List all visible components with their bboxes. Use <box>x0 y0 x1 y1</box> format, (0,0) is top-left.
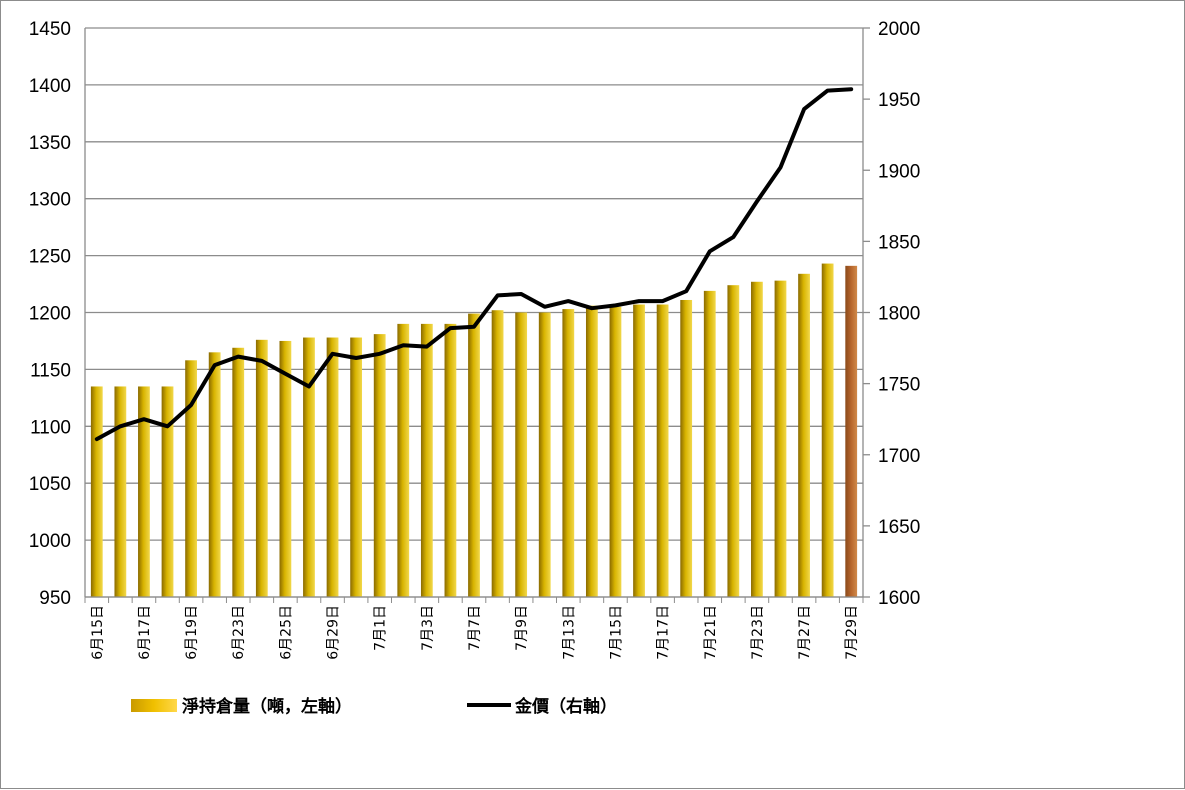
holdings-bar <box>373 334 386 597</box>
y-left-tick-label: 1400 <box>29 76 71 97</box>
holdings-bar <box>845 265 858 597</box>
holdings-bar <box>609 306 622 597</box>
holdings-bar <box>326 337 339 597</box>
holdings-bar <box>491 310 504 597</box>
holdings-bar <box>703 290 716 597</box>
gold-price-line <box>94 87 854 442</box>
holdings-bar <box>751 281 763 597</box>
holdings-bar <box>255 339 268 597</box>
holdings-bar <box>114 386 127 597</box>
y-right-tick-label: 1900 <box>878 161 920 182</box>
x-tick-label: 7月13日 <box>561 605 577 660</box>
holdings-bar <box>656 304 669 597</box>
holdings-bar <box>538 312 551 597</box>
holdings-bar <box>350 337 363 597</box>
x-tick-label: 7月9日 <box>514 605 530 651</box>
holdings-bar <box>562 309 575 597</box>
y-left-tick-label: 1050 <box>29 474 71 495</box>
holdings-bar <box>90 386 103 597</box>
y-left-tick-label: 1200 <box>29 304 71 325</box>
y-right-tick-label: 1950 <box>878 90 920 111</box>
x-tick-label: 7月1日 <box>373 605 389 651</box>
holdings-bar <box>585 305 598 597</box>
y-right-tick-label: 1700 <box>878 446 920 467</box>
x-tick-label: 7月3日 <box>420 605 436 651</box>
holdings-bar <box>515 312 528 597</box>
y-left-tick-label: 1450 <box>29 19 71 40</box>
axes: 950 1000 1050 1100 1150 1200 1250 1300 1350 1400 1… <box>29 19 921 660</box>
y-left-tick-label: 1100 <box>30 417 71 438</box>
x-tick-label: 7月23日 <box>750 605 766 660</box>
holdings-bar <box>138 386 150 597</box>
x-tick-label: 6月19日 <box>184 605 200 660</box>
line-series <box>94 87 854 442</box>
x-tick-label: 6月25日 <box>278 605 294 660</box>
y-left-tick-label: 1150 <box>30 360 71 381</box>
holdings-bar <box>774 280 787 597</box>
y-left-tick-label: 950 <box>39 588 71 609</box>
x-tick-label: 7月27日 <box>797 605 813 660</box>
holdings-bar <box>420 323 433 597</box>
legend: 淨持倉量（噸，左軸） 金價（右軸） <box>131 696 617 717</box>
x-tick-label: 7月7日 <box>467 605 483 651</box>
holdings-bar <box>279 340 292 597</box>
x-tick-label: 6月17日 <box>137 605 153 660</box>
legend-line-label: 金價（右軸） <box>514 696 617 717</box>
x-tick-label: 6月15日 <box>90 605 106 660</box>
y-right-tick-label: 1750 <box>878 375 920 396</box>
y-left-tick-label: 1000 <box>29 531 71 552</box>
holdings-bar <box>468 313 480 597</box>
x-tick-label: 6月23日 <box>231 605 247 660</box>
y-right-tick-label: 1650 <box>878 517 920 538</box>
y-left-tick-label: 1350 <box>29 133 71 154</box>
holdings-bar <box>161 386 174 597</box>
legend-bar-swatch <box>131 699 177 712</box>
holdings-bar <box>727 285 740 597</box>
y-left-tick-label: 1300 <box>29 190 71 211</box>
x-tick-label: 7月15日 <box>609 605 625 660</box>
holdings-bar <box>208 352 221 597</box>
legend-bar-label: 淨持倉量（噸，左軸） <box>182 696 352 717</box>
y-right-tick-label: 2000 <box>878 19 920 40</box>
y-right-tick-label: 1850 <box>878 232 920 253</box>
holdings-bar <box>397 323 410 597</box>
y-right-tick-label: 1600 <box>878 588 920 609</box>
y-left-tick-label: 1250 <box>29 247 71 268</box>
holdings-bar <box>444 323 457 597</box>
holdings-bar <box>185 360 197 597</box>
holdings-bar <box>232 347 245 597</box>
holdings-bar <box>633 304 645 597</box>
holdings-bar <box>821 263 834 597</box>
x-tick-label: 7月21日 <box>703 605 719 660</box>
x-tick-label: 7月17日 <box>656 605 672 660</box>
x-tick-label: 7月29日 <box>844 605 860 660</box>
bar-series <box>90 263 858 597</box>
x-tick-label: 6月29日 <box>326 605 342 660</box>
holdings-bar <box>680 299 693 597</box>
holdings-bar <box>303 337 315 597</box>
y-right-tick-label: 1800 <box>878 304 920 325</box>
holdings-bar <box>798 273 810 597</box>
